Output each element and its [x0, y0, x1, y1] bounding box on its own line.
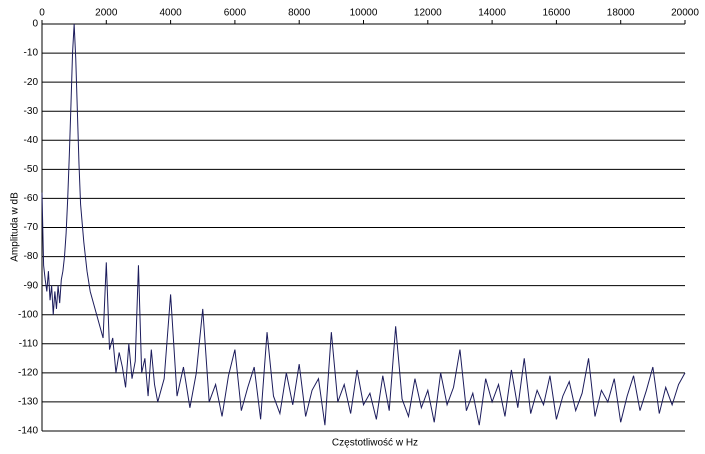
y-tick-label: -20 [24, 77, 39, 88]
y-tick-label: -120 [18, 367, 38, 378]
y-tick-label: -80 [24, 251, 39, 262]
x-tick-label: 16000 [542, 8, 570, 19]
x-axis-label: Częstotliwość w Hz [332, 438, 418, 449]
y-tick-label: -60 [24, 193, 39, 204]
y-tick-label: -130 [18, 397, 38, 408]
x-tick-label: 20000 [671, 8, 699, 19]
y-tick-label: -100 [18, 309, 38, 320]
y-tick-label: -50 [24, 164, 39, 175]
y-tick-label: -40 [24, 135, 39, 146]
y-axis-label: Amplituda w dB [10, 192, 21, 262]
x-tick-label: 0 [39, 8, 45, 19]
x-tick-label: 2000 [95, 8, 118, 19]
x-tick-label: 8000 [288, 8, 311, 19]
x-tick-label: 14000 [478, 8, 506, 19]
x-tick-label: 10000 [350, 8, 378, 19]
y-tick-label: -30 [24, 106, 39, 117]
x-tick-label: 18000 [607, 8, 635, 19]
x-tick-label: 12000 [414, 8, 442, 19]
x-tick-label: 6000 [224, 8, 247, 19]
spectrum-line [41, 23, 686, 426]
y-tick-label: -10 [24, 48, 39, 59]
y-tick-label: -110 [19, 338, 39, 349]
x-tick-label: 4000 [159, 8, 182, 19]
y-tick-label: -90 [24, 280, 39, 291]
y-tick-label: -70 [24, 222, 39, 233]
y-tick-label: 0 [32, 19, 38, 30]
y-tick-label: -140 [18, 426, 38, 437]
